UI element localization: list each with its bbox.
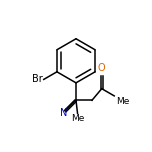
Text: N: N — [60, 108, 67, 118]
Text: O: O — [98, 64, 105, 73]
Text: Br: Br — [32, 74, 43, 84]
Text: Me: Me — [71, 114, 84, 123]
Text: Me: Me — [116, 97, 129, 106]
